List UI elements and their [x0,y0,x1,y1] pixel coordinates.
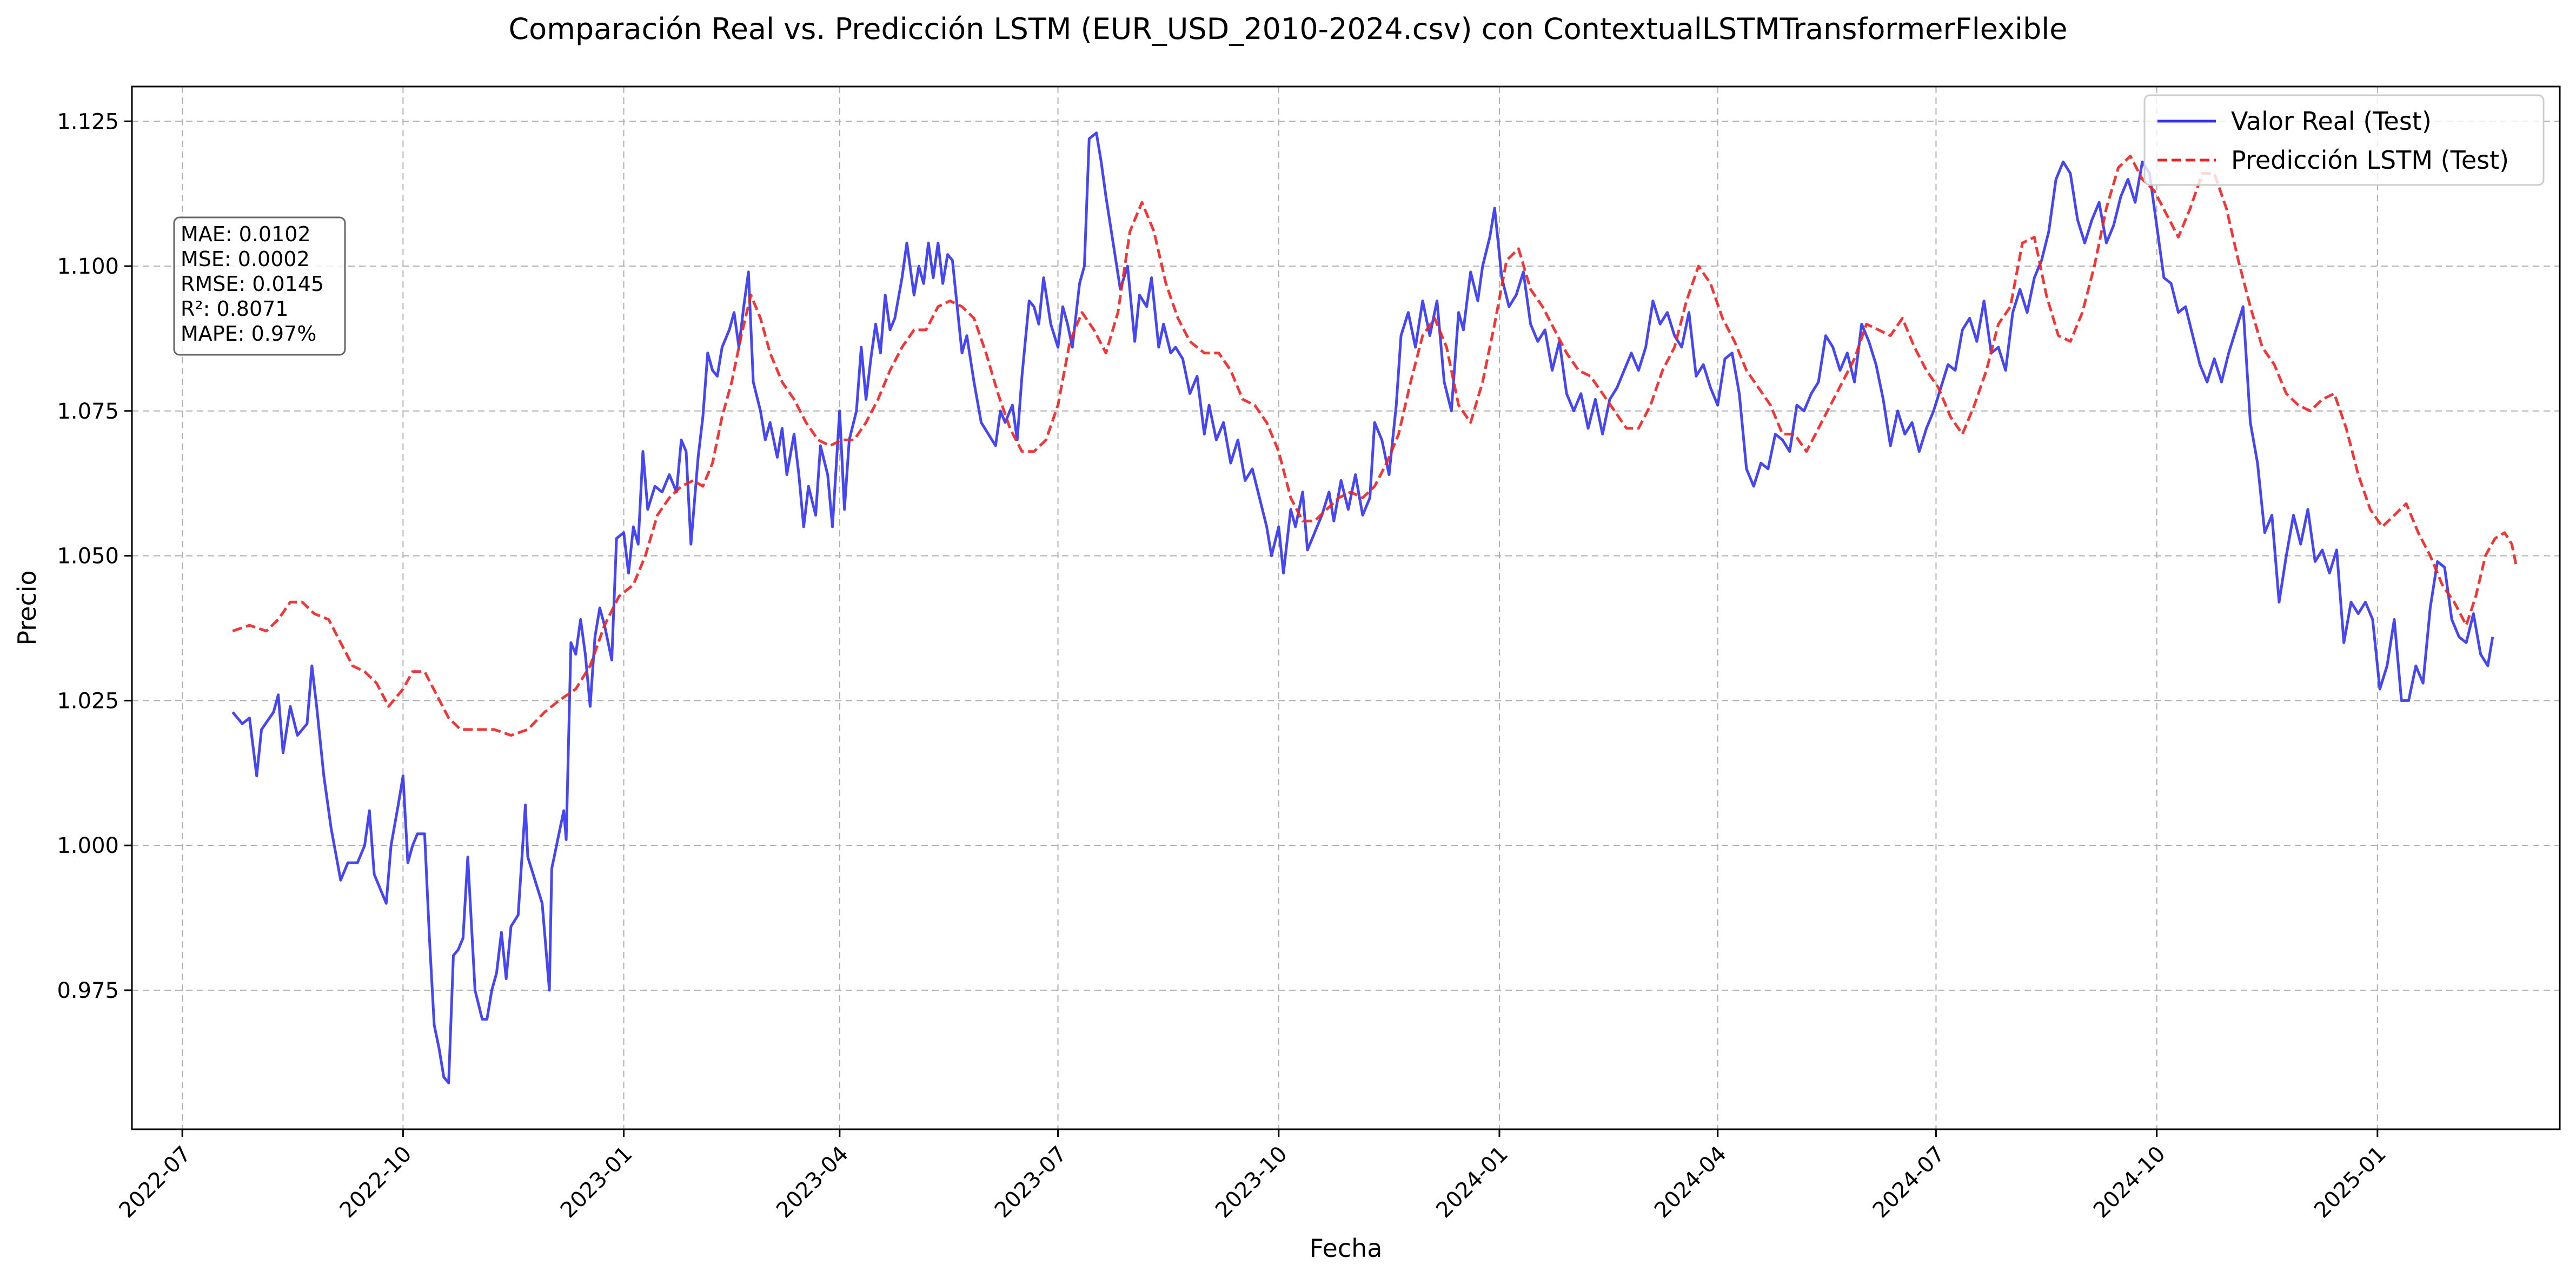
x-tick-label: 2025-01 [2309,1142,2391,1223]
metric-r2: R²: 0.8071 [181,297,288,321]
y-tick-label: 1.025 [57,688,119,713]
y-tick-label: 1.125 [57,109,119,134]
metric-mse: MSE: 0.0002 [181,247,310,271]
metric-rmse: RMSE: 0.0145 [181,272,324,296]
series-line-real [231,131,2494,1084]
y-axis-label: Precio [12,570,42,645]
x-tick-label: 2024-07 [1868,1142,1950,1223]
metric-mae: MAE: 0.0102 [181,222,311,246]
legend-label-real: Valor Real (Test) [2231,107,2432,136]
y-axis: 0.975 1.000 1.025 1.050 1.075 1.100 1.125 [57,109,132,1003]
y-tick-label: 1.050 [57,544,119,569]
series-layer [231,131,2518,1084]
x-tick-label: 2023-07 [990,1142,1072,1223]
x-tick-label: 2023-04 [772,1142,853,1223]
x-tick-label: 2022-10 [335,1142,417,1223]
metrics-box: MAE: 0.0102 MSE: 0.0002 RMSE: 0.0145 R²:… [173,216,346,356]
x-tick-label: 2024-10 [2089,1142,2170,1223]
x-axis-label: Fecha [1310,1234,1383,1263]
y-tick-label: 1.100 [57,254,119,279]
series-line-prediction [232,155,2518,737]
x-tick-label: 2023-10 [1211,1142,1292,1223]
x-tick-label: 2023-01 [556,1142,638,1223]
y-tick-label: 1.000 [57,833,119,858]
x-tick-label: 2022-07 [115,1142,196,1223]
y-tick-label: 1.075 [57,399,119,424]
x-tick-label: 2024-01 [1431,1142,1513,1223]
legend: Valor Real (Test) Predicción LSTM (Test) [2143,94,2545,186]
x-tick-label: 2024-04 [1650,1142,1731,1223]
y-tick-label: 0.975 [57,978,119,1003]
legend-frame [2143,94,2545,186]
grid [132,87,2560,1129]
x-axis: 2022-07 2022-10 2023-01 2023-04 2023-07 2023-… [115,1129,2391,1223]
metric-mape: MAPE: 0.97% [181,322,316,346]
metrics-box-frame [173,216,346,356]
plot-area-frame [131,85,2561,1130]
chart-title: Comparación Real vs. Predicción LSTM (EU… [508,12,2067,46]
legend-label-prediction: Predicción LSTM (Test) [2231,145,2509,175]
